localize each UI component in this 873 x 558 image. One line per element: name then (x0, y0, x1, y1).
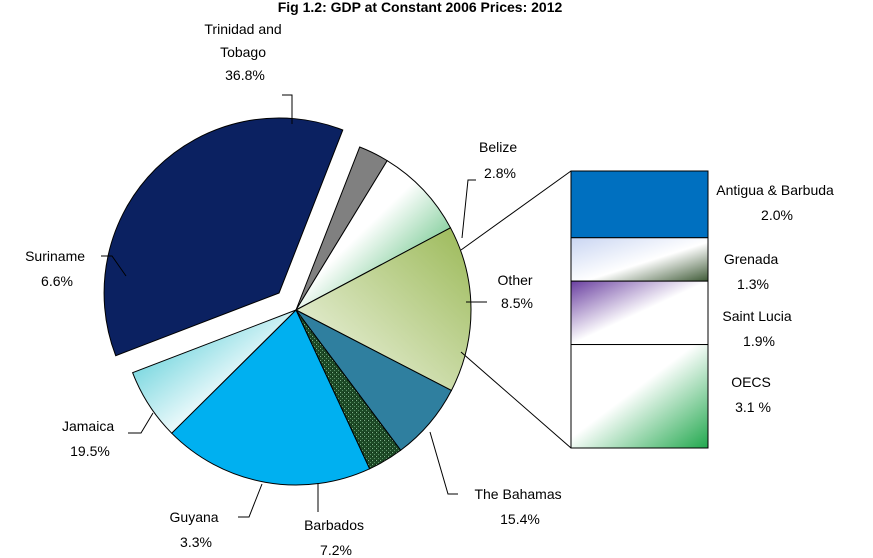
pie-slice-other (294, 159, 452, 312)
leader-trinidad (282, 94, 293, 124)
label-saint-lucia: Saint Lucia 1.9% (722, 308, 795, 349)
label-jamaica: Jamaica 19.5% (62, 418, 118, 459)
bar-segment-grenada (570, 237, 709, 282)
leader-jamaica (128, 412, 154, 434)
leader-belize (461, 179, 476, 239)
pie-slices (103, 117, 472, 486)
label-guyana: Guyana 3.3% (170, 509, 223, 550)
label-bahamas: The Bahamas 15.4% (474, 486, 565, 527)
label-grenada: Grenada 1.3% (724, 251, 782, 292)
connector-line-bottom (460, 351, 572, 449)
pie-slice-trinidad-and-tobago (103, 117, 344, 357)
bar-segment-oecs (570, 344, 709, 449)
label-barbados: Barbados 7.2% (304, 517, 368, 558)
label-oecs: OECS 3.1 % (731, 374, 775, 415)
label-trinidad: Trinidad and Tobago 36.8% (204, 21, 285, 83)
pie-slice-suriname (131, 309, 297, 434)
label-other: Other 8.5% (498, 272, 537, 311)
pie-slice-the-bahamas (294, 227, 472, 392)
chart-title: Fig 1.2: GDP at Constant 2006 Prices: 20… (278, 0, 563, 15)
label-antigua: Antigua & Barbuda 2.0% (716, 182, 837, 223)
leader-bahamas (429, 431, 458, 495)
breakdown-bar (570, 170, 709, 449)
label-suriname: Suriname 6.6% (25, 248, 89, 289)
bar-segment-saint-lucia (570, 280, 709, 346)
bar-segment-antigua-barbuda (570, 170, 709, 239)
leader-suriname (101, 255, 127, 277)
label-belize: Belize 2.8% (479, 139, 521, 181)
leader-guyana (238, 483, 263, 518)
pie-slice-jamaica (170, 309, 371, 486)
connector-line-top (460, 170, 572, 251)
